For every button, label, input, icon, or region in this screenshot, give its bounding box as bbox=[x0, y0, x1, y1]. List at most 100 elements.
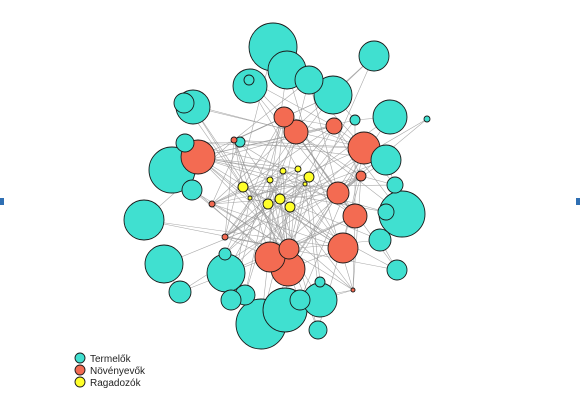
network-edge bbox=[288, 183, 306, 250]
producer-node bbox=[377, 203, 395, 221]
network-edge bbox=[242, 116, 285, 188]
producer-node bbox=[243, 74, 255, 86]
legend-swatch-predators bbox=[74, 376, 86, 388]
producer-node bbox=[368, 228, 392, 252]
node-layer bbox=[123, 22, 431, 350]
herbivore-node bbox=[342, 203, 368, 229]
network-edge bbox=[211, 183, 306, 205]
producer-node bbox=[173, 92, 195, 114]
network-edge bbox=[304, 119, 356, 185]
predator-node bbox=[262, 198, 274, 210]
legend-label-herbivores: Növényevők bbox=[90, 366, 146, 377]
network-edge bbox=[211, 203, 290, 250]
network-edge bbox=[197, 156, 310, 178]
producer-node bbox=[232, 68, 268, 104]
network-edge bbox=[224, 197, 251, 255]
herbivore-node bbox=[208, 200, 216, 208]
producer-node bbox=[289, 289, 311, 311]
network-edge bbox=[224, 183, 306, 255]
producer-node bbox=[308, 320, 328, 340]
predator-node bbox=[279, 167, 287, 175]
herbivore-node bbox=[355, 170, 367, 182]
predator-node bbox=[303, 171, 315, 183]
network-edge bbox=[289, 175, 362, 208]
predator-node bbox=[274, 193, 286, 205]
network-edge bbox=[242, 125, 335, 188]
producer-node bbox=[218, 247, 232, 261]
network-edge bbox=[197, 156, 290, 250]
network-edge bbox=[308, 176, 321, 283]
network-edge bbox=[297, 125, 335, 170]
network-edge bbox=[289, 125, 335, 208]
network-edge bbox=[197, 125, 335, 158]
producer-node bbox=[220, 289, 242, 311]
herbivore-node bbox=[230, 136, 238, 144]
network-edge bbox=[352, 175, 362, 291]
network-edge bbox=[308, 79, 339, 194]
network-edge bbox=[233, 79, 310, 141]
network-edge bbox=[191, 189, 354, 291]
producer-node bbox=[358, 40, 390, 72]
producer-node bbox=[175, 133, 195, 153]
network-edge bbox=[197, 156, 339, 194]
herbivore-node bbox=[326, 181, 350, 205]
herbivore-node bbox=[327, 232, 359, 264]
legend-item-predators: Ragadozók bbox=[74, 376, 142, 389]
herbivore-node bbox=[273, 106, 295, 128]
producer-node bbox=[123, 199, 165, 241]
network-edge bbox=[211, 141, 241, 205]
producer-node bbox=[370, 144, 402, 176]
network-edge bbox=[289, 168, 299, 208]
legend-label-producers: Termelők bbox=[90, 354, 132, 365]
producer-node bbox=[423, 115, 431, 123]
network-edge bbox=[192, 106, 365, 149]
network-edge bbox=[249, 116, 285, 199]
herbivore-node bbox=[325, 117, 343, 135]
legend-swatch-herbivores bbox=[74, 364, 86, 376]
right-edge-marker bbox=[576, 198, 580, 205]
network-edge bbox=[299, 147, 365, 301]
herbivore-node bbox=[278, 238, 300, 260]
producer-node bbox=[372, 99, 408, 135]
legend-swatch-producers bbox=[74, 352, 86, 364]
producer-node bbox=[386, 176, 404, 194]
network-edge bbox=[244, 170, 284, 296]
predator-node bbox=[237, 181, 249, 193]
predator-node bbox=[294, 165, 302, 173]
predator-node bbox=[302, 181, 308, 187]
network-edge bbox=[279, 198, 381, 241]
network-edge bbox=[287, 147, 365, 270]
producer-node bbox=[294, 65, 324, 95]
network-edge bbox=[224, 139, 235, 238]
legend-item-herbivores: Növényevők bbox=[74, 364, 146, 377]
network-edge bbox=[211, 186, 244, 205]
herbivore-node bbox=[350, 287, 356, 293]
network-edge bbox=[197, 156, 354, 291]
network-edge bbox=[233, 139, 244, 188]
herbivore-node bbox=[283, 119, 309, 145]
predator-node bbox=[266, 176, 274, 184]
predator-node bbox=[284, 201, 296, 213]
network-edge bbox=[224, 131, 297, 238]
producer-node bbox=[313, 75, 353, 115]
producer-node bbox=[314, 276, 326, 288]
network-edge bbox=[342, 147, 365, 249]
left-edge-marker bbox=[0, 198, 4, 205]
network-edge bbox=[233, 139, 306, 185]
network-edge bbox=[224, 203, 269, 255]
network-edge bbox=[224, 118, 428, 238]
predator-node bbox=[247, 195, 253, 201]
network-edge bbox=[333, 125, 362, 177]
network-edge bbox=[267, 159, 387, 205]
producer-node bbox=[386, 259, 408, 281]
producer-node bbox=[181, 179, 203, 201]
legend-item-producers: Termelők bbox=[74, 352, 132, 365]
network-edge bbox=[224, 168, 299, 238]
legend: Termelők Növényevők Ragadozók bbox=[74, 352, 146, 389]
network-edge bbox=[282, 170, 344, 249]
herbivore-node bbox=[221, 233, 229, 241]
producer-node bbox=[168, 280, 192, 304]
network-edge bbox=[267, 170, 284, 205]
network-edge bbox=[249, 176, 310, 199]
